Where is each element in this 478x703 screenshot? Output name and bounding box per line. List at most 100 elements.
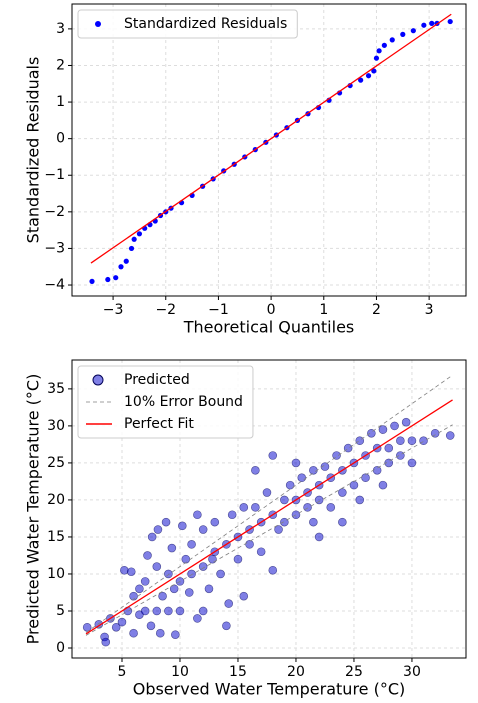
point [135, 584, 144, 594]
point [367, 428, 376, 438]
point [204, 584, 214, 594]
y-tick-label: 2 [56, 57, 65, 73]
legend-label: Perfect Fit [124, 416, 194, 432]
point [178, 521, 187, 531]
point [198, 606, 208, 616]
point [358, 77, 364, 83]
y-tick-label: 25 [47, 455, 65, 471]
point [365, 73, 372, 79]
point [161, 517, 171, 527]
point [251, 466, 260, 475]
point [152, 562, 162, 571]
point [198, 562, 208, 571]
y-tick-label: −3 [44, 240, 65, 256]
point [389, 37, 395, 43]
y-tick-label: 5 [56, 603, 65, 619]
point [384, 458, 394, 468]
point [155, 628, 165, 638]
legend-label: Predicted [124, 372, 190, 388]
point [245, 540, 254, 549]
point [146, 621, 156, 631]
point [256, 547, 266, 557]
point [314, 495, 324, 505]
point [407, 436, 417, 446]
y-tick-label: 1 [56, 94, 65, 110]
point [131, 236, 137, 242]
y-tick-label: 20 [47, 492, 65, 508]
y-tick-label: 0 [56, 131, 65, 147]
point [338, 488, 347, 497]
point [118, 264, 124, 270]
point [224, 599, 233, 608]
point [268, 565, 278, 575]
point [372, 466, 382, 475]
plot-frame [71, 3, 467, 297]
legend-box [77, 9, 298, 39]
point [447, 18, 453, 25]
legend-label: Standardized Residuals [124, 16, 287, 32]
y-tick-label: −4 [44, 277, 65, 293]
legend: Standardized Residuals [77, 9, 298, 39]
point [297, 473, 307, 483]
point [193, 510, 202, 520]
y-tick-label: 3 [56, 21, 65, 37]
x-tick-label: 5 [118, 664, 127, 680]
point [410, 28, 416, 34]
point [338, 517, 347, 527]
point [101, 637, 111, 647]
legend-box [77, 365, 254, 439]
point [208, 554, 217, 564]
y-tick-label: −2 [44, 204, 65, 220]
point [140, 606, 150, 616]
x-tick-label: 2 [372, 302, 381, 318]
point [349, 480, 359, 490]
point [193, 614, 202, 623]
point [401, 417, 411, 427]
point [140, 577, 150, 586]
point [309, 517, 318, 527]
x-tick-label: 25 [345, 664, 363, 680]
point [378, 480, 388, 490]
line [90, 13, 452, 264]
point [381, 42, 387, 48]
x-tick-label: 15 [229, 664, 247, 680]
point [227, 510, 237, 520]
point [164, 606, 173, 616]
point [291, 510, 301, 520]
point [105, 276, 111, 283]
line [85, 399, 453, 635]
point [181, 554, 191, 564]
y-tick-label: −1 [44, 167, 65, 183]
x-axis-label: Theoretical Quantiles [183, 318, 355, 337]
point [153, 525, 163, 534]
point [233, 554, 243, 564]
point [373, 55, 380, 61]
y-tick-label: 10 [47, 566, 65, 582]
point [82, 622, 92, 632]
point [167, 543, 177, 553]
line [85, 374, 453, 633]
point [445, 431, 455, 440]
point [184, 588, 194, 597]
x-tick-label: 20 [287, 664, 305, 680]
point [164, 569, 173, 579]
point [187, 569, 196, 579]
point [280, 495, 289, 505]
point [113, 275, 119, 281]
legend-marker [95, 21, 101, 27]
y-tick-label: 15 [47, 529, 65, 545]
x-tick-label: 0 [267, 302, 276, 318]
point [129, 628, 138, 638]
point [158, 591, 167, 601]
point [429, 20, 435, 26]
x-tick-label: 30 [403, 664, 421, 680]
point [239, 591, 249, 601]
point [136, 231, 143, 237]
point [376, 48, 382, 54]
y-tick-label: 35 [47, 381, 65, 397]
point [239, 503, 249, 512]
point [120, 565, 129, 575]
point [175, 606, 185, 616]
point [117, 617, 127, 627]
